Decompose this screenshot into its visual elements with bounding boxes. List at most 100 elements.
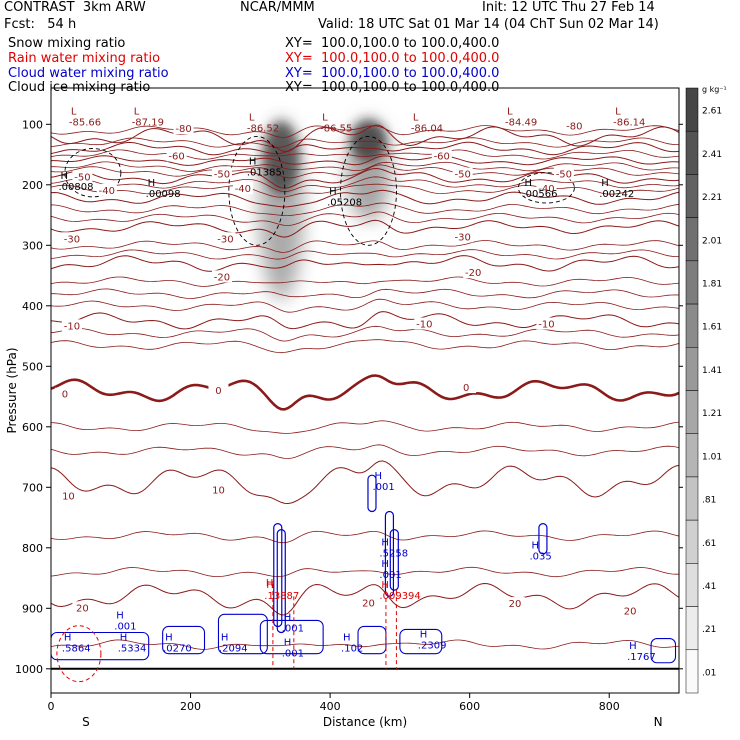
snow-field-label: Snow mixing ratio xyxy=(8,36,126,51)
label-mask xyxy=(553,167,574,180)
init-time: Init: 12 UTC Thu 27 Feb 14 xyxy=(482,0,655,15)
label-mask xyxy=(564,119,585,132)
high-marker: H.0270 xyxy=(163,632,192,654)
north-end-label: N xyxy=(654,715,663,729)
temp-contour-label: -10 xyxy=(416,320,432,331)
temp-isoline xyxy=(51,276,679,287)
high-marker: H.035 xyxy=(529,540,551,562)
colorbar-label: 1.21 xyxy=(702,409,722,419)
temp-contour-label: -40 xyxy=(99,186,115,197)
extremum-value: .1767 xyxy=(627,652,656,663)
extremum-type: H xyxy=(284,612,292,623)
y-tick-label: 1000 xyxy=(15,663,43,676)
temp-contour-10 xyxy=(51,460,679,505)
temp-isoline xyxy=(51,298,679,313)
plot-frame xyxy=(50,87,680,694)
label-mask xyxy=(166,149,187,162)
temp-contour-label: -20 xyxy=(465,268,481,279)
label-mask xyxy=(211,270,232,283)
extremum-value: .01385 xyxy=(247,167,282,178)
cloud-water-contour xyxy=(399,628,443,655)
label-mask xyxy=(620,604,641,617)
colorbar-swatch xyxy=(685,433,699,478)
colorbar-label: .01 xyxy=(702,668,716,678)
label-mask xyxy=(463,266,484,279)
temp-isoline xyxy=(51,420,679,434)
low-marker: L-86.14 xyxy=(613,107,645,129)
extremum-type: H xyxy=(266,578,274,589)
low-marker: L-86.52 xyxy=(247,113,279,135)
extremum-type: L xyxy=(134,107,140,118)
high-marker: H.1767 xyxy=(627,641,656,663)
high-marker: H.00808 xyxy=(58,171,93,193)
extremum-type: H xyxy=(374,471,382,482)
temp-contour-label: 0 xyxy=(62,390,68,401)
high-marker: H.001 xyxy=(372,471,394,493)
temp-contour-label: -50 xyxy=(556,170,572,181)
extremum-type: H xyxy=(120,632,128,643)
temp-isoline xyxy=(51,125,679,138)
valid-time: Valid: 18 UTC Sat 01 Mar 14 (04 ChT Sun … xyxy=(318,17,659,32)
x-tick-label: 200 xyxy=(180,700,201,713)
extremum-value: .5334 xyxy=(118,643,147,654)
extremum-type: H xyxy=(148,178,156,189)
cloud-water-contour xyxy=(276,529,286,634)
low-marker: L-84.49 xyxy=(505,107,537,129)
colorbar-label: .61 xyxy=(702,539,716,549)
extremum-type: H xyxy=(381,537,389,548)
cloud-water-contour xyxy=(650,637,677,664)
extremum-type: H xyxy=(221,632,229,643)
extremum-value: .001 xyxy=(114,622,136,633)
colorbar-swatch xyxy=(685,390,699,434)
model-title: CONTRAST 3km ARW xyxy=(4,0,146,15)
colorbar-label: .81 xyxy=(702,496,716,506)
extremum-value: .00242 xyxy=(599,189,634,200)
temp-contour-label: -30 xyxy=(217,234,233,245)
temp-isoline xyxy=(51,240,679,253)
label-mask xyxy=(61,232,82,245)
south-end-label: S xyxy=(82,715,90,729)
temp-isoline xyxy=(51,183,679,198)
x-axis-label: Distance (km) xyxy=(323,715,407,729)
label-mask xyxy=(208,483,229,496)
extremum-value: .2309 xyxy=(418,640,447,651)
cloud-water-contour xyxy=(538,522,548,555)
colorbar-label: 2.61 xyxy=(702,107,722,117)
y-tick-label: 800 xyxy=(22,542,43,555)
temp-isoline xyxy=(51,639,679,650)
colorbar-label: 2.41 xyxy=(702,150,722,160)
extremum-type: H xyxy=(249,156,257,167)
temp-contour-label: -20 xyxy=(214,272,230,283)
high-marker: H.00098 xyxy=(146,178,181,200)
temp-isoline xyxy=(51,566,679,578)
high-marker: H.00242 xyxy=(599,178,634,200)
cloud-ice-contour xyxy=(64,148,122,198)
high-marker: H.001 xyxy=(114,611,136,633)
label-mask xyxy=(452,167,473,180)
y-tick-label: 100 xyxy=(22,118,43,131)
extremum-type: H xyxy=(420,629,428,640)
colorbar-label: 2.21 xyxy=(702,193,722,203)
y-tick-label: 300 xyxy=(22,239,43,252)
cloud-water-contour xyxy=(162,625,206,655)
temp-contour-label: -50 xyxy=(214,170,230,181)
temp-contour-m50 xyxy=(51,167,679,189)
temp-contour-m20 xyxy=(51,255,679,272)
extremum-type: H xyxy=(531,540,539,551)
extremum-value: .2094 xyxy=(219,643,248,654)
cloud-water-contour xyxy=(384,510,395,597)
label-mask xyxy=(431,149,452,162)
extremum-type: H xyxy=(381,580,389,591)
temp-contour-label: 10 xyxy=(62,491,75,502)
cloud-ice-contour xyxy=(228,135,286,246)
low-marker: L-85.66 xyxy=(69,107,101,129)
temp-isoline xyxy=(51,444,679,459)
label-mask xyxy=(505,597,526,610)
rain-water-contour xyxy=(56,625,102,683)
temp-contour-label: -10 xyxy=(538,320,554,331)
center-title: NCAR/MMM xyxy=(240,0,315,15)
temp-contour-label: -10 xyxy=(64,321,80,332)
extremum-value: .5258 xyxy=(379,548,408,559)
high-marker: H.009394 xyxy=(379,580,420,602)
